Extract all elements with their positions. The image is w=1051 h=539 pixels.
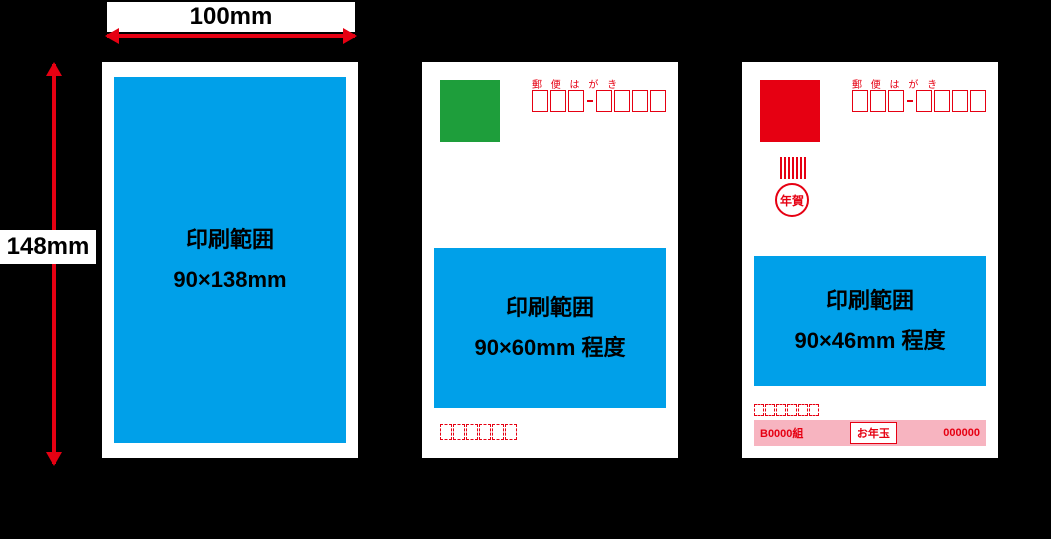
band-center: お年玉: [850, 422, 897, 444]
nenga-circle: 年賀: [775, 183, 809, 217]
zip-box-small: [754, 404, 764, 416]
width-dimension-label: 100mm: [107, 2, 355, 32]
zip-box: [632, 90, 648, 112]
height-dimension-label: 148mm: [0, 230, 96, 264]
zip-box: [934, 90, 950, 112]
stamp-area-red: [760, 80, 820, 142]
zip-box-small: [798, 404, 808, 416]
zip-box: [852, 90, 868, 112]
print-label-1a: 印刷範囲: [186, 220, 274, 260]
sender-zip-boxes-3: [754, 404, 986, 416]
zip-box-small: [809, 404, 819, 416]
zip-box-small: [453, 424, 465, 440]
postmark-lines: [780, 157, 808, 179]
height-value: 148mm: [7, 233, 90, 261]
zip-box: [650, 90, 666, 112]
zip-box: [952, 90, 968, 112]
postcard-standard: 郵 便 は が き 印刷範囲 90×60mm 程度: [420, 60, 680, 460]
nenga-bottom-section: B0000組 お年玉 000000: [754, 404, 986, 446]
zip-header-2: 郵 便 は が き: [532, 76, 620, 91]
zip-box-small: [479, 424, 491, 440]
zip-box: [568, 90, 584, 112]
zip-box-small: [440, 424, 452, 440]
zip-boxes-2: [532, 90, 666, 112]
print-label-3b: 90×46mm 程度: [794, 321, 945, 361]
print-area-1: 印刷範囲 90×138mm: [114, 77, 346, 443]
zip-box: [916, 90, 932, 112]
zip-box-small: [492, 424, 504, 440]
zip-box: [970, 90, 986, 112]
print-label-2a: 印刷範囲: [506, 288, 594, 328]
sender-zip-boxes: [440, 424, 517, 440]
zip-box: [550, 90, 566, 112]
width-value: 100mm: [190, 3, 273, 31]
band-right: 000000: [943, 427, 980, 439]
print-area-2: 印刷範囲 90×60mm 程度: [434, 248, 666, 408]
zip-box-small: [466, 424, 478, 440]
zip-box: [596, 90, 612, 112]
nenga-postmark-icon: 年賀: [772, 157, 812, 217]
zip-boxes-3: [852, 90, 986, 112]
card-row: 印刷範囲 90×138mm 郵 便 は が き 印刷範囲 90×60mm 程度: [100, 60, 1000, 460]
zip-box: [614, 90, 630, 112]
zip-header-3: 郵 便 は が き: [852, 76, 940, 91]
print-label-3a: 印刷範囲: [826, 281, 914, 321]
print-label-1b: 90×138mm: [173, 260, 286, 300]
postcard-nenga: 郵 便 は が き 年賀 印刷範囲 90×46mm 程度: [740, 60, 1000, 460]
stamp-area-green: [440, 80, 500, 142]
zip-box-small: [505, 424, 517, 440]
zip-box: [888, 90, 904, 112]
diagram-stage: 100mm 148mm 印刷範囲 90×138mm 郵 便 は が き: [0, 0, 1051, 539]
postcard-plain: 印刷範囲 90×138mm: [100, 60, 360, 460]
otoshidama-band: B0000組 お年玉 000000: [754, 420, 986, 446]
zip-box: [870, 90, 886, 112]
print-area-3: 印刷範囲 90×46mm 程度: [754, 256, 986, 386]
print-label-2b: 90×60mm 程度: [474, 328, 625, 368]
zip-box-small: [776, 404, 786, 416]
height-arrow: [52, 64, 56, 464]
width-arrow: [107, 34, 355, 38]
zip-dash: [907, 100, 913, 102]
band-left: B0000組: [760, 425, 803, 441]
nenga-text: 年賀: [780, 192, 804, 209]
zip-box: [532, 90, 548, 112]
zip-box-small: [787, 404, 797, 416]
zip-box-small: [765, 404, 775, 416]
zip-dash: [587, 100, 593, 102]
